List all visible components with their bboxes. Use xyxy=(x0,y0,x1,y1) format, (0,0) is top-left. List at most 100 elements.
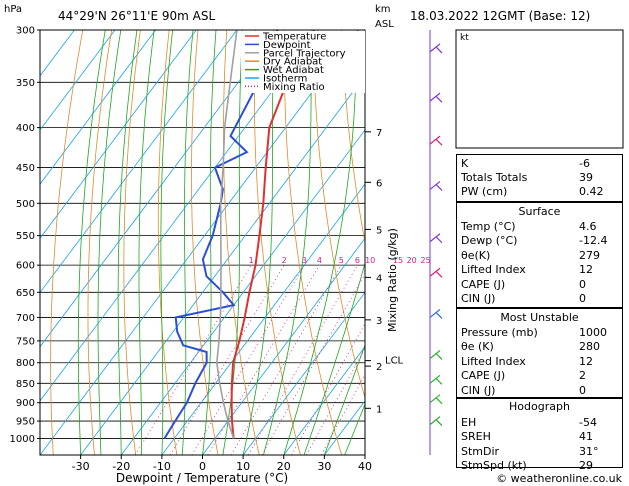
wet-adiabat-line xyxy=(303,261,365,455)
legend-label: Wet Adiabat xyxy=(263,65,324,76)
dry-adiabat-line xyxy=(283,30,343,455)
isotherm-line xyxy=(40,30,360,455)
pw-label: PW (cm) xyxy=(461,185,508,198)
surface-row: Lifted Index 12 xyxy=(461,262,620,277)
hodograph-table-row: StmDir 31° xyxy=(461,444,620,459)
dry-adiabat-line xyxy=(157,30,178,455)
isotherm-line xyxy=(242,291,365,455)
pw-value: 0.42 xyxy=(579,185,604,198)
most-unstable-title: Most Unstable xyxy=(500,311,579,324)
mixing-ratio-line xyxy=(320,373,365,455)
most-unstable-value: 280 xyxy=(579,340,600,354)
hodograph-table-label: EH xyxy=(461,416,477,429)
copyright: © weatheronline.co.uk xyxy=(496,472,622,485)
pressure-tick-label: 700 xyxy=(16,313,35,324)
most-unstable-label: CAPE (J) xyxy=(461,369,506,383)
km-tick-label: 3 xyxy=(376,316,382,327)
most-unstable-box: Most Unstable Pressure (mb) 1000 θe (K) 280… xyxy=(456,308,623,398)
most-unstable-value: 0 xyxy=(579,383,586,397)
pressure-tick-label: 400 xyxy=(16,123,35,134)
surface-value: -12.4 xyxy=(579,234,608,248)
hodograph-unit: kt xyxy=(460,33,469,43)
hodograph-frame xyxy=(455,29,624,149)
mixing-ratio-label: 1 xyxy=(249,256,254,265)
most-unstable-value: 2 xyxy=(579,369,586,383)
km-tick-label: 1 xyxy=(376,404,382,415)
wind-barb-flag xyxy=(435,270,443,278)
wet-adiabat-line xyxy=(77,30,106,455)
isotherm-line xyxy=(40,30,238,294)
mixing-ratio-label: 6 xyxy=(355,256,360,265)
hodograph-table-row: EH -54 xyxy=(461,415,620,430)
wind-barb xyxy=(429,267,441,277)
pressure-tick-label: 850 xyxy=(16,379,35,390)
km-tick-label: 4 xyxy=(376,273,382,284)
km-tick-label: 2 xyxy=(376,362,382,373)
pressure-tick-label: 750 xyxy=(16,336,35,347)
mixing-ratio-line xyxy=(247,264,358,455)
most-unstable-row: Pressure (mb) 1000 xyxy=(461,325,620,340)
datetime-label: 18.03.2022 12GMT (Base: 12) xyxy=(410,9,590,23)
wet-adiabat-line xyxy=(160,30,174,455)
dry-adiabat-line xyxy=(312,30,365,399)
hodograph-table-row: StmSpd (kt) 29 xyxy=(461,458,620,473)
most-unstable-row: CIN (J) 0 xyxy=(461,383,620,398)
wind-barb-flag xyxy=(435,184,443,191)
x-tick-label: -10 xyxy=(153,460,171,473)
mixing-ratio-label: 25 xyxy=(421,256,431,265)
surface-label: CAPE (J) xyxy=(461,277,506,291)
pressure-tick-label: 800 xyxy=(16,358,35,369)
series-dewpoint-line xyxy=(163,30,279,439)
km-tick-label: 6 xyxy=(376,178,382,189)
wet-adiabat-line xyxy=(181,30,194,455)
wind-barb-flag xyxy=(435,353,443,360)
most-unstable-value: 12 xyxy=(579,354,593,368)
mixing-ratio-label: 3 xyxy=(302,256,307,265)
pw-row: PW (cm) 0.42 xyxy=(461,184,620,199)
hodograph-table-title: Hodograph xyxy=(509,400,570,413)
k-row: K -6 xyxy=(461,156,620,171)
pressure-tick-label: 300 xyxy=(16,26,35,37)
dry-adiabat-line xyxy=(341,30,365,244)
mixing-ratio-label: 5 xyxy=(339,256,344,265)
most-unstable-label: CIN (J) xyxy=(461,383,496,397)
wet-adiabat-line xyxy=(138,30,155,455)
pressure-axis: 300 350 400 450 500 550 600 650 700 750 800 850 900 9… xyxy=(10,26,40,445)
mixing-ratio-labels: 1 2 3 4 5 6 10 15 20 25 xyxy=(249,256,431,265)
surface-value: 0 xyxy=(579,292,586,305)
isotherm-line xyxy=(40,30,116,131)
tt-label: Totals Totals xyxy=(461,171,528,184)
mixing-ratio-axis-label: Mixing Ratio (g/kg) xyxy=(386,228,399,332)
x-tick-label: 30 xyxy=(317,460,331,473)
location-label: 44°29'N 26°11'E 90m ASL xyxy=(58,9,215,23)
surface-value: 0 xyxy=(579,277,586,291)
wind-barb-flag xyxy=(435,138,443,146)
hodograph-table-label: StmDir xyxy=(461,444,500,458)
km-tick-label: 7 xyxy=(376,128,382,139)
lcl-label: LCL xyxy=(385,356,404,367)
wind-barb xyxy=(429,350,441,359)
wind-barb-flag xyxy=(435,46,443,54)
hodograph-table-box: Hodograph EH -54 SREH 41 StmDir 31° StmSpd (kt… xyxy=(456,398,623,472)
legend-label: Dry Adiabat xyxy=(263,57,322,68)
most-unstable-row: Lifted Index 12 xyxy=(461,354,620,369)
x-tick-label: 0 xyxy=(199,460,206,473)
km-tick-label: 5 xyxy=(376,225,382,236)
hodograph-table-value: 31° xyxy=(579,444,599,458)
most-unstable-label: Lifted Index xyxy=(461,354,526,368)
surface-label: Temp (°C) xyxy=(461,220,516,233)
wind-barb xyxy=(429,394,441,404)
wind-barb-flag xyxy=(435,397,443,405)
height-axis: 1 2 3 4 5 6 7 LCL xyxy=(365,128,404,415)
surface-box: Surface Temp (°C) 4.6 Dewp (°C) -12.4 θe(K) 2… xyxy=(456,202,623,308)
dry-adiabat-line xyxy=(191,30,219,455)
mixing-ratio-label: 10 xyxy=(365,256,375,265)
isotherm-line xyxy=(40,30,319,402)
pressure-tick-label: 450 xyxy=(16,163,35,174)
hodograph-table-value: 41 xyxy=(579,430,593,444)
wind-barb-flag xyxy=(435,236,443,244)
pressure-tick-label: 350 xyxy=(16,78,35,89)
plot-frame xyxy=(39,29,366,456)
wind-barb-flag xyxy=(435,377,443,385)
